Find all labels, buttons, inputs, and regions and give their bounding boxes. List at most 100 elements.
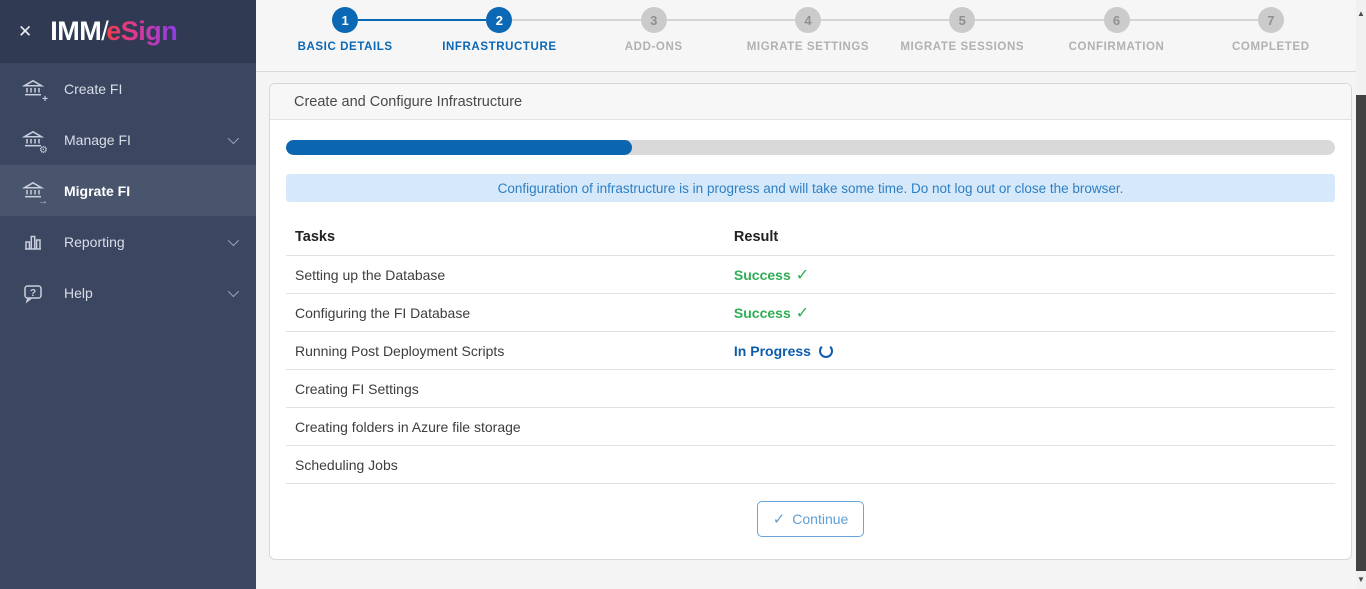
step-number-circle: 5 [949,7,976,33]
step-connector [885,19,950,21]
task-name-cell: Running Post Deployment Scripts [295,342,505,359]
info-alert: Configuration of infrastructure is in pr… [286,174,1335,202]
task-name-cell: Scheduling Jobs [295,456,398,473]
table-row: Setting up the Database Success ✓ [286,256,1335,294]
sidebar-item-help[interactable]: ? Help [0,267,256,318]
success-label: Success [733,304,791,321]
step-track: 6 [1039,7,1194,33]
bank-arrow-icon: → [21,179,48,206]
scroll-down-arrow-icon[interactable]: ▼ [1357,575,1365,584]
step-track: 1 [268,7,423,33]
step-number-circle: 6 [1103,7,1130,33]
infrastructure-panel: Create and Configure Infrastructure Conf… [269,83,1352,560]
bank-gear-icon: ⚙ [21,128,48,155]
help-bubble-icon: ? [21,281,45,305]
sidebar-header: ✕ IMM/eSign [0,0,256,63]
step-label: INFRASTRUCTURE [442,41,557,53]
step-connector [975,19,1040,21]
wizard-stepper-bar: 1 BASIC DETAILS 2 INFRASTRUCTURE 3 ADD-ONS 4 MI… [256,0,1366,72]
task-name-cell: Configuring the FI Database [295,304,471,321]
main-area: 1 BASIC DETAILS 2 INFRASTRUCTURE 3 ADD-ONS 4 MI… [256,0,1366,589]
sidebar-item-label: Migrate FI [64,182,131,199]
step-migrate-sessions[interactable]: 5 MIGRATE SESSIONS [885,7,1040,53]
wizard-stepper: 1 BASIC DETAILS 2 INFRASTRUCTURE 3 ADD-ONS 4 MI… [268,7,1348,53]
step-track: 2 [422,7,577,33]
bar-chart-icon [21,230,45,254]
table-row: Creating folders in Azure file storage [286,408,1335,446]
table-header-row: Tasks Result [286,218,1335,256]
step-label: CONFIRMATION [1068,41,1165,53]
logo-slash: / [101,16,109,46]
scroll-up-arrow-icon[interactable]: ▲ [1357,9,1365,18]
table-row: Running Post Deployment Scripts In Progre… [286,332,1335,370]
continue-button-label: Continue [792,511,849,527]
step-number-circle: 1 [332,7,359,33]
spinner-icon [818,343,833,358]
tasks-column-header: Tasks [295,228,336,245]
table-row: Scheduling Jobs [286,446,1335,484]
panel-title: Create and Configure Infrastructure [270,84,1351,120]
step-label: MIGRATE SETTINGS [746,41,870,53]
sidebar-menu: + Create FI ⚙ Manage FI → Migrate FI Reporting… [0,63,256,318]
svg-text:?: ? [30,287,36,298]
step-connector [730,19,795,21]
in-progress-label: In Progress [733,342,811,359]
logo-imm: IMM [50,16,102,46]
result-column-header: Result [733,228,779,245]
step-number-circle: 7 [1257,7,1284,33]
chevron-down-icon [227,285,240,297]
task-name-cell: Setting up the Database [295,266,446,283]
chevron-down-icon [227,234,240,246]
result-cell: In Progress [734,343,1335,359]
sidebar-item-migrate-fi[interactable]: → Migrate FI [0,165,256,216]
content-area: Create and Configure Infrastructure Conf… [256,72,1366,560]
sidebar-item-label: Manage FI [64,131,131,148]
step-add-ons[interactable]: 3 ADD-ONS [576,7,731,53]
step-number-circle: 3 [640,7,667,33]
panel-body: Configuration of infrastructure is in pr… [270,120,1351,537]
step-connector [1039,19,1104,21]
step-track: 3 [576,7,731,33]
continue-button[interactable]: ✓ Continue [756,501,865,537]
sidebar: ✕ IMM/eSign + Create FI ⚙ Manage FI → Migrate… [0,0,256,589]
step-connector [422,19,487,21]
imm-esign-logo: IMM/eSign [50,16,178,47]
table-row: Creating FI Settings [286,370,1335,408]
progress-bar [286,140,1335,155]
badge-glyph: + [42,93,48,105]
chevron-down-icon [227,132,240,144]
actions-row: ✓ Continue [286,501,1335,537]
sidebar-item-label: Reporting [64,233,125,250]
step-number-circle: 2 [486,7,513,33]
step-track: 7 [1193,7,1348,33]
task-name-cell: Creating folders in Azure file storage [295,418,521,435]
step-completed[interactable]: 7 COMPLETED [1193,7,1348,53]
step-connector [1129,19,1194,21]
step-number-circle: 4 [794,7,821,33]
step-connector [576,19,641,21]
sidebar-item-label: Help [64,284,93,301]
step-connector [358,19,423,21]
step-migrate-settings[interactable]: 4 MIGRATE SETTINGS [730,7,886,53]
step-confirmation[interactable]: 6 CONFIRMATION [1039,7,1194,53]
step-basic-details[interactable]: 1 BASIC DETAILS [268,7,423,53]
step-track: 4 [730,7,886,33]
step-label: ADD-ONS [624,41,683,53]
sidebar-item-reporting[interactable]: Reporting [0,216,256,267]
result-cell: Success ✓ [734,265,1335,285]
check-icon: ✓ [772,511,786,528]
sidebar-item-create-fi[interactable]: + Create FI [0,63,256,114]
sidebar-item-manage-fi[interactable]: ⚙ Manage FI [0,114,256,165]
bank-plus-icon: + [21,77,48,104]
badge-glyph: → [38,195,48,207]
vertical-scrollbar[interactable]: ▲ ▼ [1356,0,1366,589]
scrollbar-thumb[interactable] [1356,95,1366,571]
badge-glyph: ⚙ [39,144,48,156]
step-label: MIGRATE SESSIONS [900,41,1025,53]
step-connector [1193,19,1258,21]
close-menu-icon[interactable]: ✕ [18,21,33,41]
table-row: Configuring the FI Database Success ✓ [286,294,1335,332]
sidebar-item-label: Create FI [64,80,123,97]
step-infrastructure[interactable]: 2 INFRASTRUCTURE [422,7,577,53]
